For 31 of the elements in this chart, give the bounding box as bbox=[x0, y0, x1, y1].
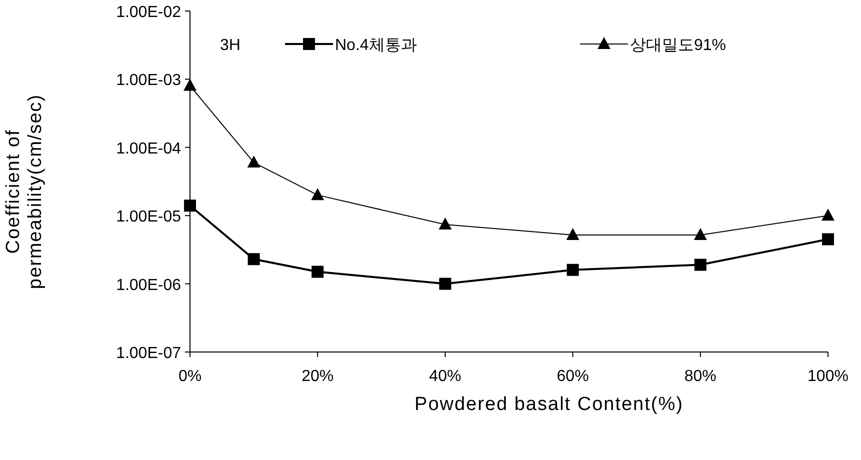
ytick: 1.00E-03 bbox=[116, 72, 181, 90]
point bbox=[248, 253, 260, 266]
ytick: 1.00E-07 bbox=[116, 345, 181, 362]
ytick: 1.00E-05 bbox=[116, 208, 181, 226]
ytick: 1.00E-02 bbox=[116, 4, 181, 21]
xtick: 20% bbox=[302, 368, 334, 385]
point bbox=[566, 264, 579, 276]
point bbox=[694, 228, 707, 240]
point bbox=[439, 278, 452, 290]
ytick: 1.00E-04 bbox=[116, 140, 181, 158]
xtick: 80% bbox=[684, 368, 716, 385]
point bbox=[311, 188, 324, 200]
xtick: 100% bbox=[808, 368, 848, 385]
point bbox=[184, 78, 196, 91]
ylabel: Coefficient of permeability(cm/sec) bbox=[3, 94, 46, 290]
point bbox=[566, 228, 580, 240]
ytick: 1.00E-06 bbox=[116, 276, 181, 294]
point bbox=[438, 218, 452, 230]
annotation: 3H bbox=[220, 37, 240, 54]
xtick: 60% bbox=[556, 368, 589, 385]
legend-label: No.4체통과 bbox=[335, 37, 417, 54]
point bbox=[312, 266, 324, 278]
xlabel: Powdered basalt Content(%) bbox=[414, 394, 684, 415]
xtick: 0% bbox=[178, 368, 202, 385]
point bbox=[247, 156, 260, 168]
point bbox=[694, 258, 706, 271]
point bbox=[822, 208, 834, 221]
legend-label: 상대밀도91% bbox=[630, 37, 726, 54]
xtick: 40% bbox=[429, 368, 462, 385]
point bbox=[184, 200, 196, 212]
point bbox=[822, 233, 834, 246]
